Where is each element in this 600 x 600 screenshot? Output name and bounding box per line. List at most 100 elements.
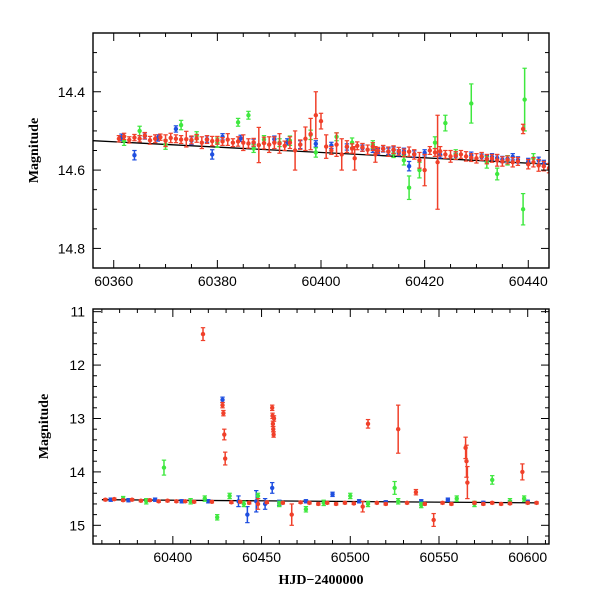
data-point xyxy=(209,499,215,505)
y-tick-label: 14 xyxy=(69,464,85,480)
data-point xyxy=(330,491,335,498)
x-tick-label: 60380 xyxy=(198,273,237,289)
bottom-plot-area xyxy=(101,327,539,527)
data-point xyxy=(129,497,135,502)
data-point xyxy=(282,140,287,152)
data-point xyxy=(443,149,448,159)
data-point xyxy=(204,135,210,145)
point-marker xyxy=(206,499,211,504)
point-marker xyxy=(126,498,131,503)
point-marker xyxy=(241,501,247,507)
y-axis-label: Magnitude xyxy=(37,394,52,459)
point-marker xyxy=(280,500,286,506)
data-point xyxy=(189,135,194,145)
data-point xyxy=(352,145,357,171)
data-point xyxy=(351,501,357,506)
data-point xyxy=(396,146,401,156)
point-marker xyxy=(199,140,205,145)
bottom-axes-frame xyxy=(92,308,550,545)
data-point xyxy=(222,451,228,466)
data-point xyxy=(463,151,469,162)
point-marker xyxy=(494,171,500,177)
point-marker xyxy=(270,421,276,427)
point-marker xyxy=(445,497,451,502)
point-marker xyxy=(321,500,326,506)
top-panel: 60360 60380 60400 60420 60440 14.4 14.6 14.8 Mag… xyxy=(27,32,550,289)
point-marker xyxy=(246,500,252,506)
point-marker xyxy=(246,141,251,146)
data-point xyxy=(277,133,282,154)
point-marker xyxy=(215,515,220,520)
data-point xyxy=(404,500,410,506)
data-point xyxy=(121,132,127,141)
data-point xyxy=(344,140,350,154)
point-marker xyxy=(422,501,427,507)
data-point xyxy=(355,141,360,151)
data-point xyxy=(383,501,388,507)
point-marker xyxy=(404,500,410,506)
point-marker xyxy=(179,499,184,504)
point-marker xyxy=(230,140,236,145)
point-marker xyxy=(522,97,527,102)
point-marker xyxy=(220,397,225,402)
point-marker xyxy=(137,136,142,141)
point-marker xyxy=(271,416,277,421)
point-marker xyxy=(165,498,170,503)
data-point xyxy=(178,119,184,131)
data-point xyxy=(264,500,270,505)
point-marker xyxy=(525,500,530,506)
point-marker xyxy=(448,154,453,159)
data-point xyxy=(386,146,391,157)
data-point xyxy=(235,117,241,127)
data-point xyxy=(448,149,453,163)
data-point xyxy=(325,500,330,506)
point-marker xyxy=(277,501,282,507)
point-marker xyxy=(454,496,459,501)
point-marker xyxy=(515,159,521,164)
data-point xyxy=(453,151,458,161)
data-point xyxy=(256,126,262,164)
data-point xyxy=(360,142,365,152)
point-marker xyxy=(292,148,298,153)
point-marker xyxy=(431,517,436,523)
data-point xyxy=(184,130,189,148)
data-point xyxy=(440,500,445,506)
point-marker xyxy=(313,150,319,155)
y-tick-label: 11 xyxy=(70,304,85,320)
data-point xyxy=(445,497,451,502)
x-tick-label: 60450 xyxy=(242,549,281,565)
data-point xyxy=(349,143,355,154)
point-marker xyxy=(490,477,495,483)
point-marker xyxy=(521,496,527,501)
point-marker xyxy=(500,159,505,164)
data-point xyxy=(391,145,396,155)
point-marker xyxy=(458,152,464,157)
data-point xyxy=(112,496,117,502)
data-point xyxy=(505,155,510,165)
data-point xyxy=(183,499,188,504)
point-marker xyxy=(348,493,353,499)
point-marker xyxy=(392,485,397,491)
point-marker xyxy=(271,432,276,437)
data-point xyxy=(406,146,412,157)
data-point xyxy=(520,123,526,135)
point-marker xyxy=(330,492,335,497)
point-marker xyxy=(261,140,267,146)
point-marker xyxy=(536,163,541,168)
point-marker xyxy=(183,499,188,504)
data-point xyxy=(173,125,179,133)
point-marker xyxy=(220,139,225,144)
point-marker xyxy=(200,331,206,337)
data-point xyxy=(116,135,122,143)
data-point xyxy=(490,475,495,485)
y-tick-label: 15 xyxy=(69,517,85,533)
point-marker xyxy=(365,501,371,507)
point-marker xyxy=(241,140,246,145)
point-marker xyxy=(401,158,407,163)
data-point xyxy=(245,506,250,524)
x-tick-label: 60360 xyxy=(94,273,133,289)
point-marker xyxy=(520,207,526,212)
point-marker xyxy=(507,501,513,506)
data-point xyxy=(222,428,227,441)
point-marker xyxy=(178,122,184,128)
